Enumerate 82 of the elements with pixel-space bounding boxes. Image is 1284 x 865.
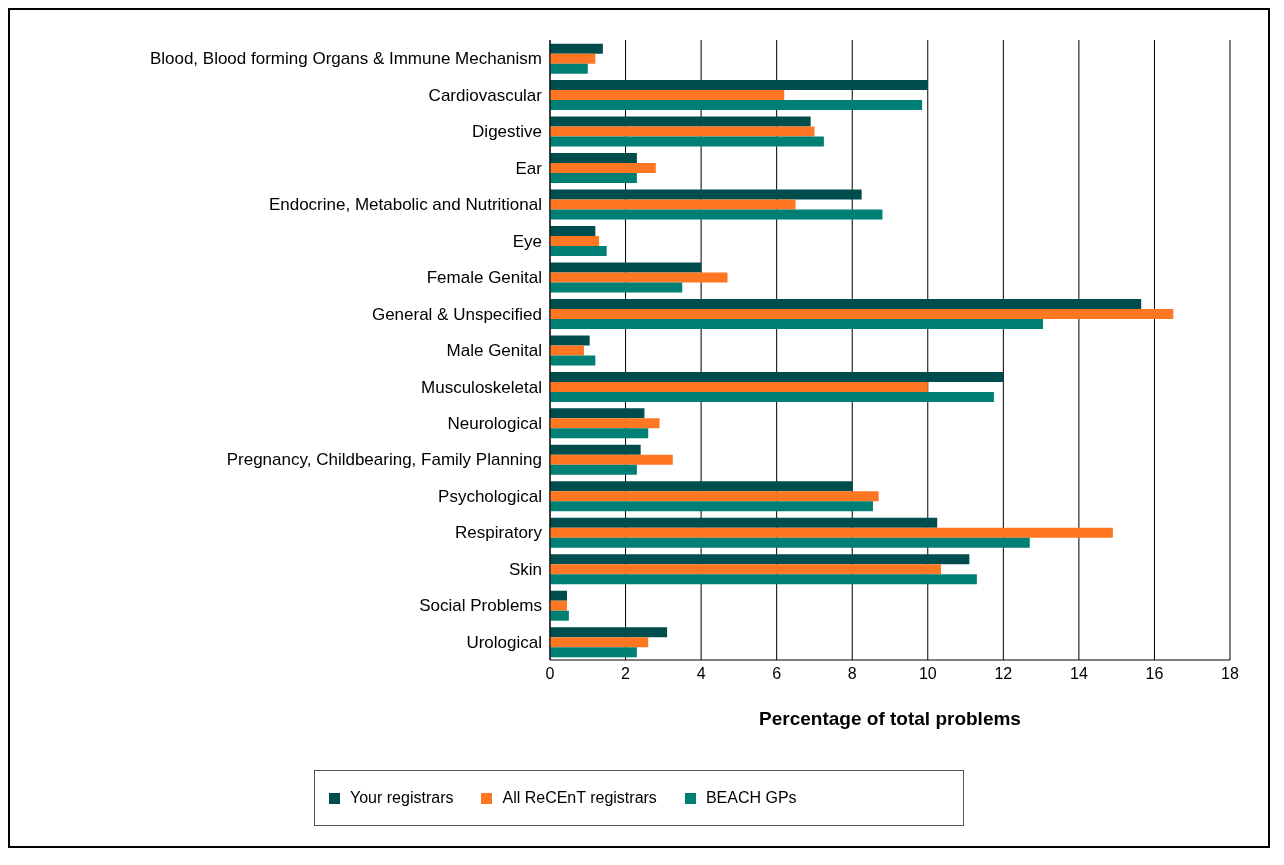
bar bbox=[550, 517, 938, 528]
y-tick-label: Respiratory bbox=[455, 523, 543, 543]
x-tick-label: 0 bbox=[545, 665, 555, 683]
y-tick-label: Cardiovascular bbox=[428, 85, 543, 105]
bar bbox=[550, 116, 811, 127]
bar bbox=[550, 491, 879, 502]
bar bbox=[550, 163, 656, 174]
y-tick-label: General & Unspecified bbox=[371, 304, 542, 324]
bar bbox=[550, 136, 824, 147]
bar bbox=[550, 444, 641, 455]
bar bbox=[550, 308, 1174, 319]
y-tick-label: Digestive bbox=[472, 122, 542, 142]
bar bbox=[550, 153, 637, 164]
bar bbox=[550, 189, 862, 200]
bar bbox=[550, 554, 970, 565]
x-tick-label: 18 bbox=[1221, 665, 1239, 683]
bar bbox=[550, 371, 1004, 382]
y-tick-label: Blood, Blood forming Organs & Immune Mechanism bbox=[149, 49, 542, 69]
y-tick-label: Female Genital bbox=[426, 268, 542, 288]
x-tick-label: 2 bbox=[621, 665, 631, 683]
legend-label: BEACH GPs bbox=[705, 789, 797, 807]
legend-label: All ReCEnT registrars bbox=[502, 789, 657, 807]
x-tick-label: 16 bbox=[1145, 665, 1164, 683]
x-tick-label: 12 bbox=[994, 665, 1013, 683]
y-tick-label: Pregnancy, Childbearing, Family Planning bbox=[226, 450, 542, 470]
bar bbox=[550, 345, 584, 356]
bar bbox=[550, 408, 645, 419]
bar bbox=[550, 318, 1043, 329]
bar bbox=[550, 272, 728, 283]
bar bbox=[550, 590, 567, 601]
y-tick-label: Psychological bbox=[438, 486, 542, 506]
bar bbox=[550, 627, 668, 638]
bar bbox=[550, 574, 977, 585]
bar bbox=[550, 126, 815, 137]
bar bbox=[550, 381, 928, 392]
x-tick-label: 4 bbox=[696, 665, 706, 683]
bar bbox=[550, 428, 649, 439]
y-tick-label: Male Genital bbox=[446, 341, 542, 361]
y-tick-label: Musculoskeletal bbox=[421, 377, 542, 397]
y-tick-label: Social Problems bbox=[419, 596, 542, 616]
bar bbox=[550, 391, 994, 402]
bar bbox=[550, 236, 600, 246]
bar bbox=[550, 43, 603, 54]
bar bbox=[550, 637, 649, 648]
bar bbox=[550, 335, 590, 346]
bar bbox=[550, 355, 596, 366]
bar bbox=[550, 53, 596, 64]
x-tick-label: 8 bbox=[847, 665, 857, 683]
legend-label: Your registrars bbox=[350, 789, 454, 807]
x-axis-title: Percentage of total problems bbox=[759, 708, 1021, 729]
bar bbox=[550, 209, 883, 220]
bar bbox=[550, 100, 923, 111]
bar bbox=[550, 90, 785, 101]
bar bbox=[550, 298, 1142, 309]
y-tick-label: Neurological bbox=[447, 413, 542, 433]
bar bbox=[550, 600, 567, 611]
bar bbox=[550, 537, 1030, 548]
bar bbox=[550, 80, 928, 91]
y-tick-label: Urological bbox=[466, 632, 542, 652]
bar bbox=[550, 282, 683, 293]
x-tick-label: 6 bbox=[772, 665, 782, 683]
x-tick-label: 10 bbox=[918, 665, 937, 683]
y-tick-label: Skin bbox=[508, 559, 542, 579]
bar bbox=[550, 418, 660, 429]
bar bbox=[550, 226, 596, 236]
bar bbox=[550, 610, 569, 621]
bar bbox=[550, 481, 853, 492]
bar bbox=[550, 454, 673, 465]
bar bbox=[550, 63, 588, 74]
bar bbox=[550, 199, 796, 210]
bar bbox=[550, 647, 637, 658]
bar bbox=[550, 527, 1113, 538]
y-tick-label: Eye bbox=[512, 231, 542, 251]
bar bbox=[550, 262, 702, 273]
y-tick-label: Ear bbox=[515, 158, 543, 178]
y-tick-label: Endocrine, Metabolic and Nutritional bbox=[268, 195, 542, 215]
x-tick-label: 14 bbox=[1069, 665, 1088, 683]
bar bbox=[550, 501, 873, 512]
bar bbox=[550, 246, 607, 256]
bar bbox=[550, 173, 637, 184]
bar bbox=[550, 564, 941, 575]
bar bbox=[550, 464, 637, 475]
